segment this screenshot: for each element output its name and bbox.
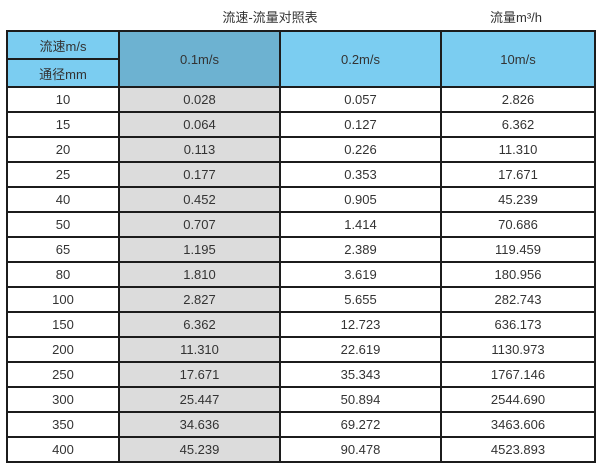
cell-flow-0-1ms: 25.447 (118, 386, 281, 413)
table-row: 250 17.671 35.343 1767.146 (6, 361, 596, 388)
cell-flow-0-1ms: 0.028 (118, 86, 281, 113)
cell-flow-0-2ms: 22.619 (279, 336, 442, 363)
cell-diameter: 10 (6, 86, 120, 113)
cell-flow-0-1ms: 11.310 (118, 336, 281, 363)
cell-flow-10ms: 70.686 (440, 211, 596, 238)
cell-flow-0-1ms: 0.707 (118, 211, 281, 238)
table-row: 20 0.113 0.226 11.310 (6, 136, 596, 163)
cell-flow-0-1ms: 6.362 (118, 311, 281, 338)
cell-flow-0-2ms: 0.127 (279, 111, 442, 138)
cell-flow-0-1ms: 1.195 (118, 236, 281, 263)
cell-diameter: 200 (6, 336, 120, 363)
cell-diameter: 65 (6, 236, 120, 263)
table-row: 65 1.195 2.389 119.459 (6, 236, 596, 263)
cell-flow-10ms: 4523.893 (440, 436, 596, 463)
flow-unit-label: 流量m³/h (489, 10, 543, 25)
cell-flow-10ms: 2.826 (440, 86, 596, 113)
cell-flow-10ms: 282.743 (440, 286, 596, 313)
cell-diameter: 350 (6, 411, 120, 438)
table-row: 15 0.064 0.127 6.362 (6, 111, 596, 138)
cell-flow-0-2ms: 50.894 (279, 386, 442, 413)
cell-flow-0-2ms: 69.272 (279, 411, 442, 438)
table-row: 350 34.636 69.272 3463.606 (6, 411, 596, 438)
cell-flow-0-2ms: 5.655 (279, 286, 442, 313)
cell-flow-0-2ms: 2.389 (279, 236, 442, 263)
header-row-bottom: 通径mm (6, 58, 595, 88)
cell-diameter: 250 (6, 361, 120, 388)
cell-flow-0-2ms: 3.619 (279, 261, 442, 288)
cell-flow-0-1ms: 0.452 (118, 186, 281, 213)
header-diameter: 通径mm (6, 58, 120, 88)
table-row: 150 6.362 12.723 636.173 (6, 311, 596, 338)
cell-diameter: 50 (6, 211, 120, 238)
cell-flow-0-1ms: 34.636 (118, 411, 281, 438)
cell-flow-10ms: 3463.606 (440, 411, 596, 438)
table-body: 10 0.028 0.057 2.826 15 0.064 0.127 6.36… (6, 86, 596, 463)
header-flow-velocity: 流速m/s (6, 30, 120, 60)
cell-flow-0-1ms: 0.064 (118, 111, 281, 138)
cell-flow-0-2ms: 35.343 (279, 361, 442, 388)
cell-flow-0-2ms: 12.723 (279, 311, 442, 338)
table-row: 200 11.310 22.619 1130.973 (6, 336, 596, 363)
caption-row: 流速-流量对照表 流量m³/h (0, 0, 600, 30)
cell-flow-10ms: 180.956 (440, 261, 596, 288)
cell-flow-0-1ms: 1.810 (118, 261, 281, 288)
cell-flow-10ms: 17.671 (440, 161, 596, 188)
table-row: 300 25.447 50.894 2544.690 (6, 386, 596, 413)
cell-flow-10ms: 636.173 (440, 311, 596, 338)
cell-flow-10ms: 2544.690 (440, 386, 596, 413)
cell-diameter: 15 (6, 111, 120, 138)
table-header: 流速m/s 0.1m/s 0.2m/s 10m/s 通径mm (6, 30, 596, 88)
cell-diameter: 25 (6, 161, 120, 188)
table-row: 100 2.827 5.655 282.743 (6, 286, 596, 313)
cell-flow-0-2ms: 0.905 (279, 186, 442, 213)
table-row: 50 0.707 1.414 70.686 (6, 211, 596, 238)
table-row: 10 0.028 0.057 2.826 (6, 86, 596, 113)
header-col-0-1ms: 0.1m/s (118, 30, 281, 88)
cell-flow-10ms: 1767.146 (440, 361, 596, 388)
cell-flow-10ms: 11.310 (440, 136, 596, 163)
table-row: 40 0.452 0.905 45.239 (6, 186, 596, 213)
cell-diameter: 40 (6, 186, 120, 213)
cell-flow-0-2ms: 90.478 (279, 436, 442, 463)
table-row: 25 0.177 0.353 17.671 (6, 161, 596, 188)
table-row: 80 1.810 3.619 180.956 (6, 261, 596, 288)
cell-flow-10ms: 45.239 (440, 186, 596, 213)
cell-flow-0-2ms: 1.414 (279, 211, 442, 238)
cell-flow-0-1ms: 2.827 (118, 286, 281, 313)
table-row: 400 45.239 90.478 4523.893 (6, 436, 596, 463)
header-col-10ms: 10m/s (440, 30, 596, 88)
cell-flow-0-1ms: 45.239 (118, 436, 281, 463)
cell-flow-0-2ms: 0.353 (279, 161, 442, 188)
cell-flow-10ms: 6.362 (440, 111, 596, 138)
cell-flow-10ms: 1130.973 (440, 336, 596, 363)
header-col-0-2ms: 0.2m/s (279, 30, 442, 88)
header-row-top: 流速m/s 0.1m/s 0.2m/s 10m/s (6, 30, 596, 88)
cell-diameter: 150 (6, 311, 120, 338)
cell-flow-0-1ms: 0.177 (118, 161, 281, 188)
cell-flow-0-1ms: 0.113 (118, 136, 281, 163)
flow-rate-table: 流速m/s 0.1m/s 0.2m/s 10m/s 通径mm 10 0.028 … (6, 30, 596, 463)
cell-flow-0-1ms: 17.671 (118, 361, 281, 388)
cell-flow-0-2ms: 0.057 (279, 86, 442, 113)
cell-diameter: 300 (6, 386, 120, 413)
cell-diameter: 100 (6, 286, 120, 313)
cell-diameter: 80 (6, 261, 120, 288)
cell-diameter: 20 (6, 136, 120, 163)
cell-flow-0-2ms: 0.226 (279, 136, 442, 163)
table-title: 流速-流量对照表 (222, 10, 318, 25)
cell-flow-10ms: 119.459 (440, 236, 596, 263)
cell-diameter: 400 (6, 436, 120, 463)
